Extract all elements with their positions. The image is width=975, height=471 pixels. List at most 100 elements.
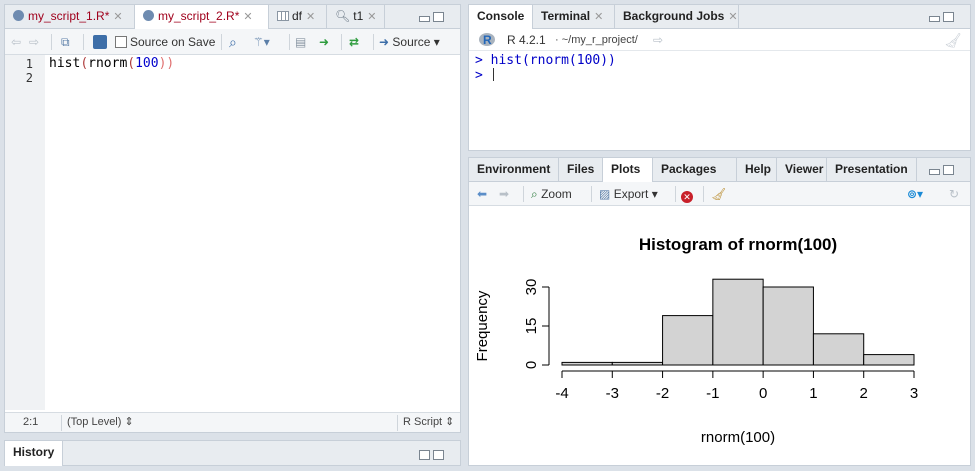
clear-console-broom-icon[interactable]: 🧹︎: [944, 32, 962, 48]
r-file-icon: [13, 10, 24, 21]
console-pane: Console Terminal ✕ Background Jobs ✕ R R 4…: [468, 4, 971, 151]
source-on-save-checkbox[interactable]: Source on Save: [115, 32, 215, 52]
tab-plots[interactable]: Plots: [603, 158, 653, 183]
close-icon[interactable]: ✕: [728, 11, 738, 23]
console-header: R R 4.2.1 · ~/my_r_project/ ⇨ 🧹︎: [469, 29, 970, 51]
tab-my-script-1[interactable]: my_script_1.R* ✕: [5, 5, 135, 29]
tab-packages[interactable]: Packages: [653, 158, 737, 182]
publish-icon[interactable]: ⊚▾: [907, 187, 924, 201]
forward-arrow-icon[interactable]: ➡: [499, 187, 510, 201]
forward-arrow-icon[interactable]: ⇨: [29, 35, 40, 49]
zoom-button[interactable]: ⌕ Zoom: [531, 187, 572, 201]
find-icon[interactable]: ⌕: [229, 34, 237, 50]
x-tick-label: -1: [706, 385, 719, 402]
cursor-position: 2:1: [23, 416, 39, 428]
tab-background-jobs[interactable]: Background Jobs ✕: [615, 5, 739, 29]
histogram-bar: [863, 354, 915, 366]
tab-presentation[interactable]: Presentation: [827, 158, 917, 182]
tab-help[interactable]: Help: [737, 158, 777, 182]
y-tick-label: 15: [523, 318, 540, 335]
window-controls[interactable]: [929, 164, 959, 176]
tab-df[interactable]: df ✕: [269, 5, 327, 29]
window-controls[interactable]: [419, 449, 449, 461]
close-icon[interactable]: ✕: [367, 11, 377, 23]
filetype-selector[interactable]: R Script ⇕: [403, 416, 455, 428]
x-axis-label: rnorm(100): [701, 429, 775, 446]
x-tick-label: 2: [860, 385, 868, 402]
x-tick-label: -4: [555, 385, 568, 402]
tab-terminal[interactable]: Terminal ✕: [533, 5, 615, 29]
close-icon[interactable]: ✕: [306, 11, 316, 23]
export-button[interactable]: ▨ Export ▾: [599, 187, 658, 201]
scope-selector[interactable]: (Top Level) ⇕: [67, 416, 134, 428]
code-tools-wand-icon[interactable]: ⚚▾: [253, 35, 270, 49]
x-tick-label: 3: [910, 385, 918, 402]
tab-console[interactable]: Console: [469, 5, 533, 30]
histogram-bar: [812, 333, 865, 366]
source-toolbar: ⇦ ⇨ ⧉ Source on Save ⌕ ⚚▾ ▤ ➜ ⇄ ➜ Source…: [5, 29, 460, 55]
x-tick-label: -2: [656, 385, 669, 402]
r-file-icon: [143, 10, 154, 21]
histogram-bar: [561, 361, 613, 366]
x-tick-label: 0: [759, 385, 767, 402]
export-image-icon: ▨: [599, 187, 611, 201]
histogram-bar: [662, 315, 714, 366]
x-tick-label: -3: [606, 385, 619, 402]
y-axis-label: Frequency: [474, 290, 491, 361]
console-line: > hist(rnorm(100)): [475, 53, 616, 68]
maximize-icon[interactable]: [943, 165, 954, 175]
histogram-bar: [712, 278, 764, 366]
tab-history[interactable]: History: [5, 441, 63, 466]
window-controls[interactable]: [419, 11, 449, 23]
close-icon[interactable]: ✕: [113, 11, 123, 23]
tab-environment[interactable]: Environment: [469, 158, 559, 182]
plots-toolbar: ⬅ ➡ ⌕ Zoom ▨ Export ▾ ✕ 🧹︎ ⊚▾ ↻: [469, 182, 970, 206]
restore-icon[interactable]: [419, 450, 430, 460]
plots-pane: Environment Files Plots Packages Help Vi…: [468, 157, 971, 466]
y-tick-label: 30: [523, 279, 540, 296]
tab-my-script-2[interactable]: my_script_2.R* ✕: [135, 5, 269, 30]
source-button[interactable]: ➜ Source ▾: [379, 35, 440, 49]
run-line-icon[interactable]: ➜: [319, 35, 330, 49]
tab-t1[interactable]: 🔍︎ t1 ✕: [327, 5, 385, 29]
histogram-bar: [611, 361, 664, 366]
r-logo-icon: R: [479, 33, 495, 47]
window-controls[interactable]: [929, 11, 959, 23]
maximize-icon[interactable]: [433, 450, 444, 460]
working-directory[interactable]: · ~/my_r_project/: [555, 34, 638, 46]
plots-tabbar: Environment Files Plots Packages Help Vi…: [469, 158, 970, 183]
line-number: 1: [25, 57, 33, 71]
close-icon[interactable]: ✕: [594, 11, 604, 23]
search-icon: 🔍︎: [335, 9, 351, 23]
minimize-icon[interactable]: [929, 16, 940, 22]
back-arrow-icon[interactable]: ⇦: [11, 35, 22, 49]
text-cursor: [492, 68, 494, 81]
show-in-window-icon[interactable]: ⧉: [61, 35, 70, 49]
table-icon: [277, 11, 289, 21]
histogram-plot: Histogram of rnorm(100) rnorm(100) Frequ…: [469, 206, 970, 465]
tab-viewer[interactable]: Viewer: [777, 158, 827, 182]
rerun-icon[interactable]: ⇄: [349, 35, 360, 49]
source-arrow-icon: ➜: [379, 35, 390, 49]
compile-report-icon[interactable]: ▤: [295, 35, 307, 49]
line-number-gutter: 1 2: [5, 55, 45, 410]
x-tick-label: 1: [809, 385, 817, 402]
back-arrow-icon[interactable]: ⬅: [477, 187, 488, 201]
code-editor[interactable]: hist(rnorm(100)): [49, 56, 175, 71]
code-fn: hist: [49, 56, 81, 71]
code-number: 100: [135, 56, 159, 71]
refresh-icon[interactable]: ↻: [949, 187, 960, 201]
maximize-icon[interactable]: [433, 12, 444, 22]
console-output[interactable]: > hist(rnorm(100)) >: [469, 52, 970, 150]
tab-files[interactable]: Files: [559, 158, 603, 182]
remove-plot-icon[interactable]: ✕: [681, 184, 693, 204]
histogram-bar: [762, 286, 814, 366]
save-icon[interactable]: [93, 32, 107, 52]
minimize-icon[interactable]: [419, 16, 430, 22]
clear-plots-broom-icon[interactable]: 🧹︎: [711, 187, 727, 201]
maximize-icon[interactable]: [943, 12, 954, 22]
go-to-directory-icon[interactable]: ⇨: [653, 33, 664, 47]
minimize-icon[interactable]: [929, 169, 940, 175]
y-tick-label: 0: [523, 361, 540, 369]
close-icon[interactable]: ✕: [243, 11, 253, 23]
